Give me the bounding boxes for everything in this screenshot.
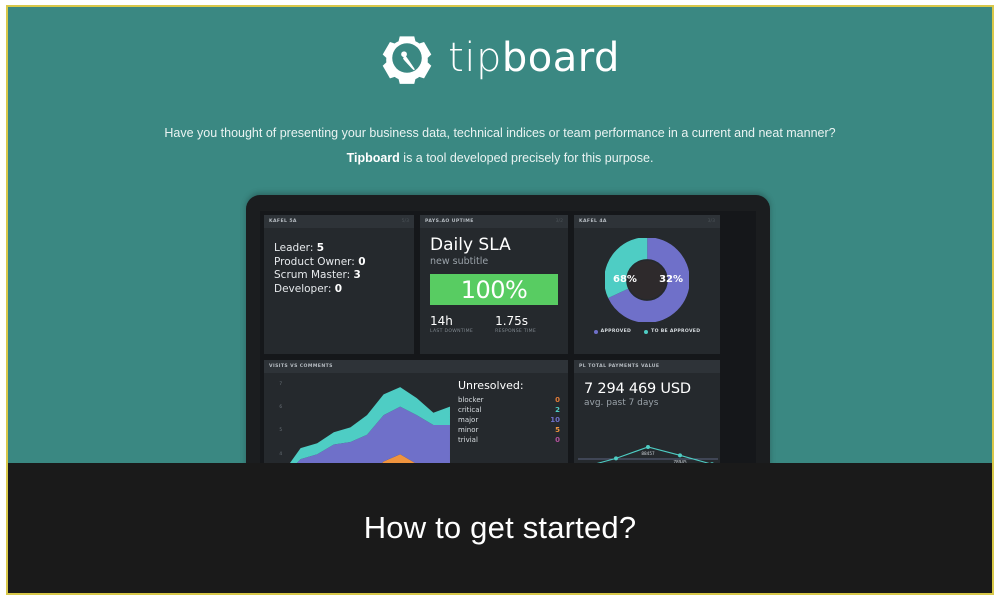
tile-team[interactable]: KAFEL 5A 5/3 Leader: 5 <box>264 215 414 354</box>
payments-subtitle: avg. past 7 days <box>584 397 659 408</box>
tile-sla-flag: 3/2 <box>555 219 563 224</box>
tile-team-flag: 5/3 <box>401 219 409 224</box>
donut-label-approved: 68% <box>613 274 637 285</box>
gear-gauge-icon <box>380 31 434 85</box>
svg-text:88457: 88457 <box>641 451 655 456</box>
tile-team-title: KAFEL 5A <box>269 219 297 224</box>
role-value: 0 <box>334 282 343 295</box>
stat-value: 14h <box>430 314 453 328</box>
tile-visits-vs-comments[interactable]: VISITS VS COMMENTS 7 6 5 4 <box>264 359 568 481</box>
donut-chart: 68% 32% <box>605 238 689 322</box>
stat-last-downtime: 14h LAST DOWNTIME <box>430 314 473 334</box>
severity-count: 5 <box>555 425 560 434</box>
tile-donut-title: KAFEL 4A <box>579 219 607 224</box>
sla-stats: 14h LAST DOWNTIME 1.75s RESPONSE TIME <box>430 314 558 334</box>
y-tick: 4 <box>279 450 282 456</box>
severity-label: major <box>458 415 479 424</box>
tile-total-payments[interactable]: PL TOTAL PAYMENTS VALUE 7 294 469 USD av… <box>574 359 720 481</box>
site-logo[interactable]: tipboard <box>8 31 992 85</box>
severity-label: critical <box>458 405 482 414</box>
tile-approval-donut[interactable]: KAFEL 4A 3/3 68% <box>574 215 720 354</box>
stat-response-time: 1.75s RESPONSE TIME <box>495 314 536 334</box>
stat-label: RESPONSE TIME <box>495 329 537 334</box>
svg-text:78945: 78945 <box>673 459 687 464</box>
dashboard-row-top: KAFEL 5A 5/3 Leader: 5 <box>264 215 752 354</box>
tile-visits-title: VISITS VS COMMENTS <box>269 363 333 369</box>
get-started-section: How to get started? <box>8 463 992 593</box>
tile-donut-body: 68% 32% APPROVED <box>574 228 720 354</box>
y-tick: 5 <box>279 427 282 433</box>
y-tick: 7 <box>279 380 282 386</box>
role-value: 0 <box>358 255 366 268</box>
sla-heading: Daily SLA <box>430 235 511 255</box>
intro-brand: Tipboard <box>346 151 400 165</box>
dashboard-screen: KAFEL 5A 5/3 Leader: 5 <box>260 211 756 485</box>
role-label: Developer: <box>274 282 332 295</box>
intro-line-b: is a tool developed precisely for this p… <box>399 151 654 165</box>
team-role-list: Leader: 5 Product Owner: 0 Scrum Master: <box>274 242 404 296</box>
donut-legend: APPROVED TO BE APPROVED <box>593 329 701 334</box>
severity-label: blocker <box>458 395 484 404</box>
logo-text-light: tip <box>448 35 502 81</box>
role-label: Scrum Master: <box>274 269 351 281</box>
severity-label: trivial <box>458 435 478 444</box>
legend-item-approved: APPROVED <box>593 329 632 334</box>
sla-progress-bar: 100% <box>430 274 558 305</box>
list-item: Scrum Master: 3 <box>274 269 404 283</box>
table-row: minor 5 <box>458 425 560 435</box>
tile-payments-title: PL TOTAL PAYMENTS VALUE <box>579 363 660 369</box>
tile-sla[interactable]: PAYS.AO UPTIME 3/2 Daily SLA new subtitl… <box>420 215 568 354</box>
sla-percent-value: 100% <box>460 275 528 304</box>
role-value: 3 <box>353 269 361 281</box>
role-label: Leader: <box>274 242 314 254</box>
table-row: trivial 0 <box>458 435 560 445</box>
tile-team-body: Leader: 5 Product Owner: 0 Scrum Master: <box>264 228 414 354</box>
tile-donut-header: KAFEL 4A 3/3 <box>574 215 720 228</box>
role-label: Product Owner: <box>274 255 355 268</box>
hero-section: tipboard Have you thought of presenting … <box>8 7 992 485</box>
severity-count: 2 <box>555 405 560 414</box>
dashboard-row-bottom: VISITS VS COMMENTS 7 6 5 4 <box>264 359 752 481</box>
logo-wordmark: tipboard <box>448 35 620 81</box>
tile-sla-body: Daily SLA new subtitle 100% 14h LAST DOW… <box>420 228 568 354</box>
get-started-heading: How to get started? <box>363 510 637 545</box>
intro-paragraph: Have you thought of presenting your busi… <box>150 121 850 171</box>
stat-label: LAST DOWNTIME <box>430 329 474 334</box>
legend-item-to-be-approved: TO BE APPROVED <box>644 329 700 334</box>
stat-value: 1.75s <box>495 314 529 328</box>
table-row: major 10 <box>458 415 560 425</box>
table-row: blocker 0 <box>458 395 560 405</box>
tile-team-header: KAFEL 5A 5/3 <box>264 215 414 228</box>
tile-payments-header: PL TOTAL PAYMENTS VALUE <box>574 359 720 373</box>
list-item: Developer: 0 <box>274 283 404 297</box>
list-item: Leader: 5 <box>274 242 404 256</box>
severity-count: 10 <box>550 415 560 424</box>
legend-swatch-icon <box>644 329 649 334</box>
role-value: 5 <box>316 242 325 254</box>
laptop-mockup: KAFEL 5A 5/3 Leader: 5 <box>246 195 770 485</box>
severity-count: 0 <box>555 435 560 444</box>
donut-label-to-be-approved: 32% <box>659 274 683 285</box>
intro-line-a: Have you thought of presenting your busi… <box>164 126 836 140</box>
table-row: critical 2 <box>458 405 560 415</box>
legend-label: APPROVED <box>600 329 632 334</box>
page-border-frame: tipboard Have you thought of presenting … <box>6 5 994 595</box>
payments-total-value: 7 294 469 USD <box>584 380 691 397</box>
severity-count: 0 <box>555 395 560 404</box>
tile-sla-title: PAYS.AO UPTIME <box>425 219 474 224</box>
tile-donut-flag: 3/3 <box>707 219 715 224</box>
severity-label: minor <box>458 425 479 434</box>
legend-swatch-icon <box>593 329 598 334</box>
list-item: Product Owner: 0 <box>274 256 404 270</box>
sla-subtitle: new subtitle <box>430 256 489 267</box>
tile-visits-header: VISITS VS COMMENTS <box>264 359 568 373</box>
logo-text-bold: board <box>501 35 620 81</box>
y-tick: 6 <box>279 403 282 409</box>
unresolved-title: Unresolved: <box>458 378 524 392</box>
legend-label: TO BE APPROVED <box>651 329 701 334</box>
tile-sla-header: PAYS.AO UPTIME 3/2 <box>420 215 568 228</box>
unresolved-panel: Unresolved: blocker 0 critical 2 <box>452 379 560 481</box>
